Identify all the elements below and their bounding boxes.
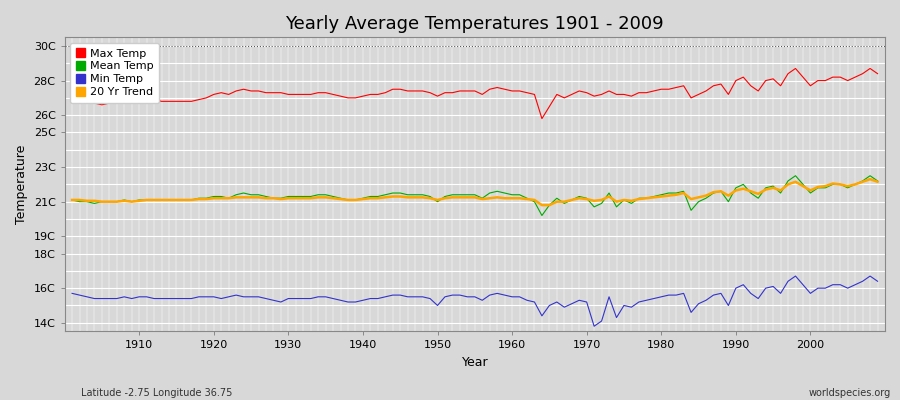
X-axis label: Year: Year [462,356,488,369]
Title: Yearly Average Temperatures 1901 - 2009: Yearly Average Temperatures 1901 - 2009 [285,15,664,33]
Text: worldspecies.org: worldspecies.org [809,388,891,398]
Text: Latitude -2.75 Longitude 36.75: Latitude -2.75 Longitude 36.75 [81,388,232,398]
Legend: Max Temp, Mean Temp, Min Temp, 20 Yr Trend: Max Temp, Mean Temp, Min Temp, 20 Yr Tre… [70,43,159,103]
Y-axis label: Temperature: Temperature [15,145,28,224]
